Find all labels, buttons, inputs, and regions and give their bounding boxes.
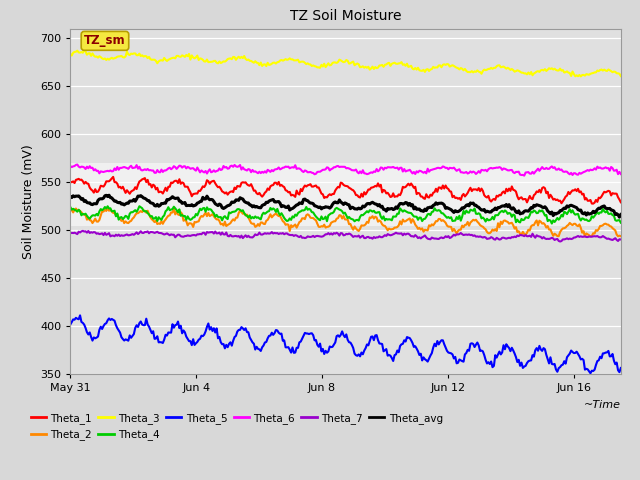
Theta_6 [465,170,473,176]
Theta_6 [134,166,142,171]
Theta_4 [132,209,140,215]
Theta_7 [286,232,294,238]
Text: ~Time: ~Time [584,400,621,410]
Theta_2 [247,220,255,226]
Theta_6 [247,169,255,175]
Line: Theta_2: Theta_2 [70,208,621,237]
Line: Theta_6: Theta_6 [70,165,621,176]
Line: Theta_7: Theta_7 [70,231,621,241]
Theta_3 [465,69,473,75]
Theta_2 [587,234,595,240]
Theta_3 [617,73,625,79]
Theta_3 [247,58,255,64]
Theta_6 [468,170,476,176]
Theta_2 [104,205,111,211]
Theta_1 [109,174,117,180]
Theta_1 [67,179,74,185]
Theta_5 [465,348,473,354]
Theta_7 [465,231,473,237]
Theta_4 [414,217,422,223]
Theta_5 [76,312,84,318]
Theta_7 [79,228,86,234]
Theta_avg [465,203,473,209]
Theta_7 [134,231,142,237]
Theta_avg [468,201,476,206]
Theta_1 [414,190,422,196]
Theta_5 [247,337,255,343]
Theta_7 [468,232,476,238]
Theta_5 [617,365,625,371]
Theta_2 [134,210,142,216]
Legend: Theta_1, Theta_2, Theta_3, Theta_4, Theta_5, Theta_6, Theta_7, Theta_avg: Theta_1, Theta_2, Theta_3, Theta_4, Thet… [26,409,447,444]
Theta_1 [465,187,473,193]
Theta_2 [468,218,476,224]
Theta_1 [468,188,476,194]
Theta_7 [556,239,564,244]
Theta_1 [286,189,294,195]
Theta_1 [617,199,625,205]
Y-axis label: Soil Moisture (mV): Soil Moisture (mV) [22,144,35,259]
Theta_5 [587,371,595,376]
Theta_2 [617,233,625,239]
Text: TZ_sm: TZ_sm [84,35,126,48]
Theta_7 [414,235,422,241]
Theta_6 [286,166,294,171]
Theta_7 [247,234,255,240]
Line: Theta_5: Theta_5 [70,315,621,373]
Theta_avg [67,193,74,199]
Theta_2 [286,228,294,234]
Theta_6 [414,169,422,175]
Theta_2 [414,226,422,232]
Theta_5 [67,322,74,327]
Theta_3 [468,68,476,74]
Theta_4 [286,216,294,221]
Theta_4 [67,204,74,210]
Line: Theta_1: Theta_1 [70,177,621,204]
Theta_avg [617,212,625,217]
Theta_3 [81,48,88,53]
Theta_avg [616,214,623,220]
Theta_2 [67,207,74,213]
Title: TZ Soil Moisture: TZ Soil Moisture [290,10,401,24]
Theta_6 [520,173,528,179]
Line: Theta_avg: Theta_avg [70,195,621,217]
Theta_1 [134,182,142,188]
Theta_avg [247,202,255,208]
Theta_7 [617,237,625,242]
Theta_1 [589,201,597,206]
Theta_5 [414,348,422,354]
Theta_avg [134,193,142,199]
Theta_3 [286,56,294,61]
Theta_4 [617,220,625,226]
Theta_7 [67,230,74,236]
Theta_1 [247,181,255,187]
Theta_4 [247,216,255,221]
Theta_5 [468,340,476,346]
Theta_5 [134,324,142,330]
Theta_avg [286,207,294,213]
Theta_6 [67,163,74,169]
Line: Theta_3: Theta_3 [70,50,621,76]
Theta_3 [414,65,422,71]
Line: Theta_4: Theta_4 [70,206,621,224]
Theta_avg [105,192,113,198]
Theta_3 [67,51,74,57]
Theta_6 [617,171,625,177]
Theta_2 [465,223,473,228]
Theta_5 [286,347,294,352]
Bar [70,163,621,226]
Theta_6 [74,162,81,168]
Theta_3 [134,52,142,58]
Theta_avg [414,206,422,212]
Theta_4 [136,204,143,209]
Theta_4 [465,210,473,216]
Theta_4 [548,221,556,227]
Theta_4 [468,207,476,213]
Theta_3 [577,73,584,79]
